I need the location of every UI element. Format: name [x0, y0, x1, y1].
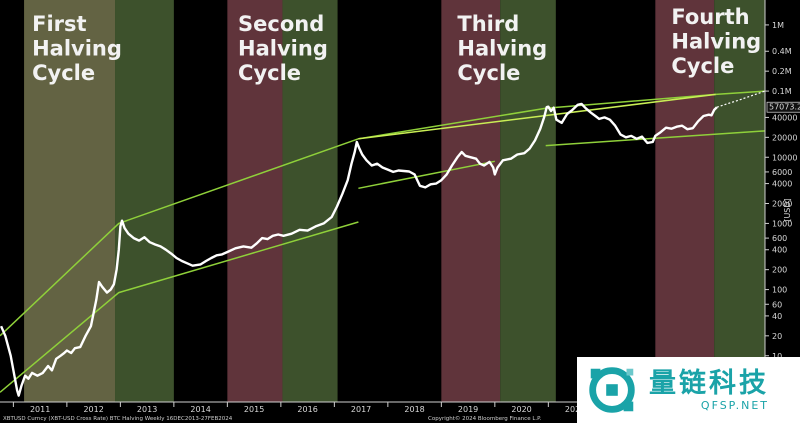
qfsp-logo-icon [589, 367, 635, 413]
cycle-label-2-line-3: Cycle [238, 61, 301, 85]
cycle-label-4-line-1: Fourth [671, 5, 749, 29]
footer-right: Copyright© 2024 Bloomberg Finance L.P. [428, 415, 542, 422]
halving-band-3 [227, 0, 283, 402]
halving-band-4 [282, 0, 338, 402]
cycle-label-3-line-3: Cycle [457, 61, 520, 85]
x-tick-label: 2016 [297, 405, 317, 414]
y-tick-label: 100 [772, 286, 787, 295]
trend-line-5 [358, 93, 716, 140]
footer-left: XBTUSD Curncy (XBT-USD Cross Rate) BTC H… [3, 416, 233, 422]
y-tick-label: 40 [772, 312, 782, 321]
x-tick-label: 2013 [137, 405, 157, 414]
x-tick-label: 2019 [458, 405, 478, 414]
cycle-label-2-line-2: Halving [238, 37, 328, 61]
halving-band-1 [24, 0, 116, 402]
x-axis: 2011 2012 2013 2014 2015 2016 2017 2018 2019 2020… [0, 401, 765, 414]
y-tick-label: 1000 [772, 219, 792, 228]
y-tick-label: 1M [772, 21, 784, 30]
x-tick-label: 2017 [351, 405, 371, 414]
halving-bands [24, 0, 765, 402]
cycle-label-1-line-1: First [32, 12, 86, 36]
last-price-label: 57073.25 [769, 103, 800, 112]
y-tick-label: 60 [772, 300, 782, 309]
y-tick-label: 40000 [772, 113, 797, 122]
y-tick-label: 20 [772, 332, 782, 341]
cycle-label-1-line-2: Halving [32, 37, 122, 61]
trend-line-6 [715, 90, 766, 96]
y-tick-label: 10 [772, 352, 782, 361]
cycle-label-4-line-2: Halving [671, 30, 761, 54]
btc-price-line-1 [0, 102, 718, 397]
x-tick-label: 2014 [190, 405, 210, 414]
y-tick-label: 6000 [772, 168, 792, 177]
cycle-label-3-line-1: Third [457, 12, 519, 36]
cycle-label-2-line-1: Second [238, 12, 324, 36]
forecast-dotted-line [716, 90, 766, 108]
x-tick-label: 2012 [83, 405, 103, 414]
halving-band-5 [441, 0, 501, 402]
halving-band-8 [714, 0, 765, 402]
cycle-label-3-line-2: Halving [457, 37, 547, 61]
x-tick-label: 2015 [244, 405, 264, 414]
last-price-box [766, 101, 800, 113]
x-tick-label: 2020 [511, 405, 531, 414]
x-tick-label: 2011 [30, 405, 50, 414]
trend-line-2 [0, 221, 359, 393]
y-axis: 1M 0.4M 0.2M 0.1M 40000 20000 10000 6000 4000 200… [764, 0, 800, 407]
y-axis-unit-label: [USD] [783, 198, 792, 221]
y-tick-label: 10000 [772, 153, 797, 162]
y-tick-label: 200 [772, 266, 787, 275]
y-tick-label: 4000 [772, 180, 792, 189]
y-tick-label: 2000 [772, 200, 792, 209]
y-tick-label: 400 [772, 246, 787, 255]
trend-line-3 [358, 160, 495, 190]
y-tick-label: 0.4M [772, 47, 792, 56]
y-tick-label: 600 [772, 234, 787, 243]
watermark-brand: 量链科技 [649, 367, 769, 399]
y-tick-label: 0.1M [772, 87, 792, 96]
halving-band-2 [115, 0, 174, 402]
y-tick-label: 20000 [772, 133, 797, 142]
price-series [0, 90, 766, 397]
halving-band-6 [500, 0, 556, 402]
watermark: 量链科技 QFSP.NET [577, 357, 800, 423]
y-tick-label: 0.2M [772, 67, 792, 76]
watermark-url: QFSP.NET [700, 398, 769, 412]
x-tick-label: 2018 [404, 405, 424, 414]
x-tick-label: 2021 [565, 405, 585, 414]
halving-cycle-labels: FirstHalvingCycleSecondHalvingCycleThird… [32, 5, 761, 85]
halving-band-7 [655, 0, 715, 402]
trend-lines [0, 90, 766, 393]
cycle-label-4-line-3: Cycle [671, 54, 734, 78]
cycle-label-1-line-3: Cycle [32, 61, 95, 85]
